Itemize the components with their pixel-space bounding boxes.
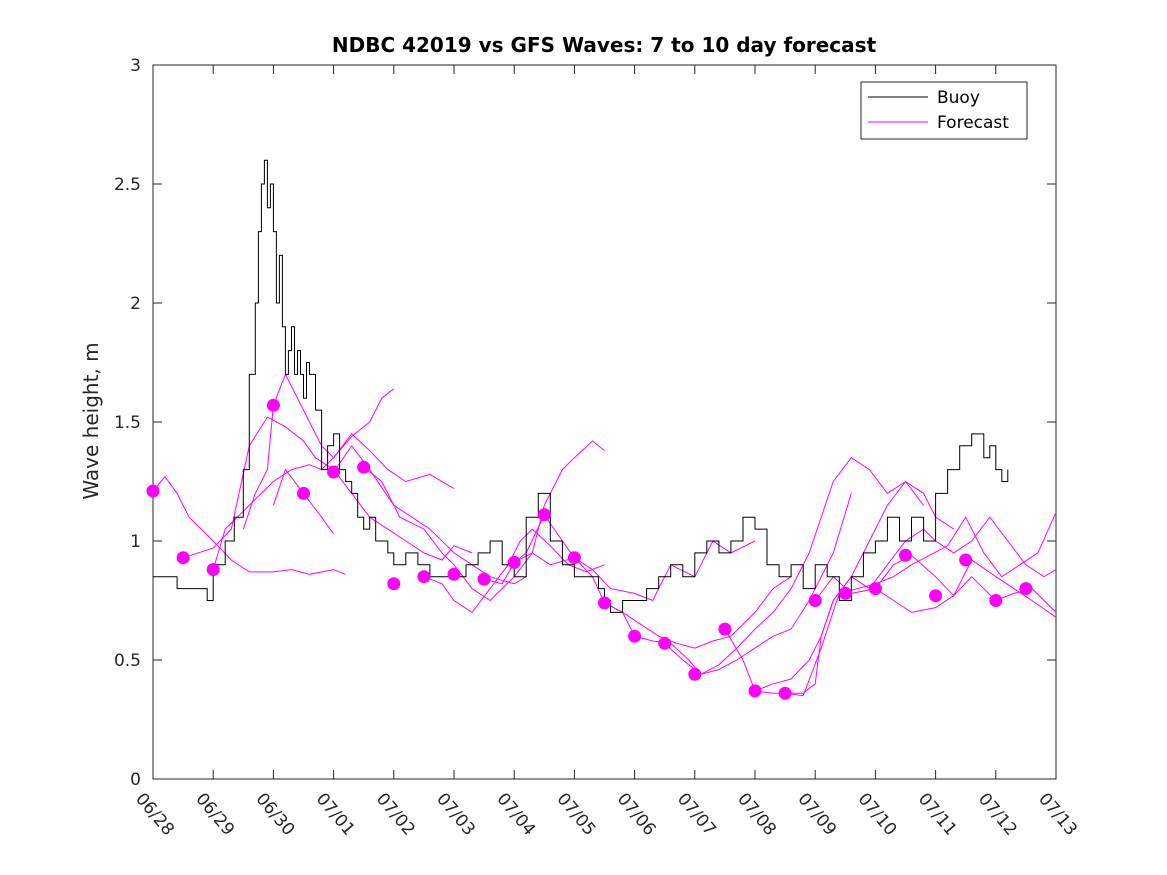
y-tick-label: 2.5: [114, 175, 141, 195]
forecast-marker: [688, 667, 702, 681]
y-tick-label: 3: [130, 56, 141, 76]
y-tick-label: 1.5: [114, 413, 141, 433]
forecast-marker: [417, 570, 431, 584]
y-axis: 0 0.5 1 1.5 2 2.5 3: [114, 56, 1056, 790]
forecast-marker: [206, 563, 220, 577]
y-tick-label: 0: [130, 770, 141, 790]
forecast-marker: [146, 484, 160, 498]
forecast-marker: [537, 508, 551, 522]
forecast-marker: [989, 594, 1003, 607]
forecast-marker: [266, 398, 280, 412]
forecast-marker: [297, 486, 310, 500]
forecast-marker: [808, 594, 822, 607]
legend-forecast-label: Forecast: [937, 113, 1009, 133]
forecast-marker: [658, 636, 672, 650]
forecast-markers: [146, 398, 1033, 700]
forecast-line: [483, 513, 756, 602]
forecast-marker: [838, 586, 852, 600]
forecast-marker: [477, 572, 491, 586]
plot-area: [152, 64, 1057, 780]
forecast-line: [423, 528, 605, 614]
forecast-marker: [778, 686, 792, 700]
chart-title: NDBC 42019 vs GFS Waves: 7 to 10 day for…: [332, 33, 877, 57]
forecast-line: [152, 475, 346, 575]
forecast-line: [664, 457, 924, 675]
buoy-series: [153, 159, 1009, 613]
forecast-marker: [628, 629, 642, 643]
legend-box: [860, 81, 1028, 140]
forecast-marker: [1019, 582, 1033, 596]
forecast-marker: [748, 684, 762, 698]
legend: Buoy Forecast: [860, 81, 1028, 140]
forecast-marker: [176, 551, 190, 565]
forecast-line: [785, 512, 1057, 697]
y-tick-label: 0.5: [114, 651, 141, 671]
forecast-marker: [899, 548, 912, 562]
legend-buoy-label: Buoy: [937, 88, 980, 108]
forecast-marker: [507, 555, 521, 569]
forecast-marker: [718, 622, 732, 636]
forecast-marker: [598, 596, 611, 610]
buoy-line: [153, 159, 1009, 613]
forecast-marker: [868, 582, 882, 596]
forecast-marker: [387, 577, 401, 591]
forecast-marker: [357, 460, 371, 474]
forecast-marker: [929, 589, 943, 603]
forecast-marker: [327, 465, 341, 479]
forecast-marker: [447, 567, 461, 581]
y-tick-label: 2: [130, 294, 141, 314]
forecast-line: [363, 440, 605, 602]
forecast-marker: [567, 551, 581, 565]
forecast-marker: [959, 553, 973, 567]
y-axis-label: Wave height, m: [79, 342, 103, 499]
y-tick-label: 1: [130, 532, 141, 552]
